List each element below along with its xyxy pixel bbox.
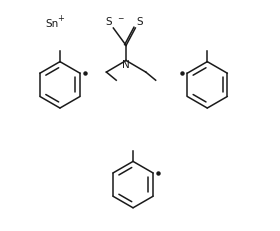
Text: S: S <box>106 17 112 27</box>
Text: S: S <box>137 17 143 27</box>
Text: −: − <box>117 14 123 23</box>
Text: N: N <box>122 60 130 70</box>
Text: Sn: Sn <box>45 19 58 29</box>
Text: +: + <box>58 14 64 23</box>
